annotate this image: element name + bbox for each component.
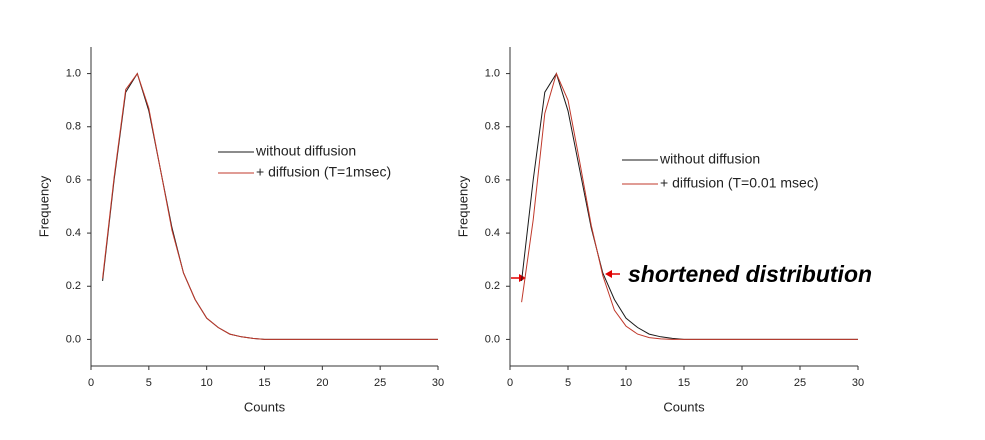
series-line (521, 72, 858, 340)
x-tick-label: 5 (565, 377, 571, 389)
arrow-head (519, 274, 526, 282)
x-tick-label: 20 (316, 377, 328, 389)
y-tick-label: 0.4 (485, 227, 500, 239)
series-line (102, 72, 438, 340)
y-tick-label: 0.8 (66, 121, 81, 133)
arrow-head (605, 270, 612, 278)
y-tick-label: 1.0 (66, 67, 81, 79)
x-tick-label: 15 (678, 377, 690, 389)
legend-label: + diffusion (T=0.01 msec) (660, 175, 818, 191)
legend-label: + diffusion (T=1msec) (256, 164, 391, 180)
legend-label: without diffusion (255, 143, 356, 159)
y-tick-label: 0.8 (485, 121, 500, 133)
x-tick-label: 10 (620, 377, 632, 389)
annotation: shortened distribution (628, 261, 872, 287)
series-line (102, 72, 438, 340)
x-axis-label: Counts (663, 399, 705, 414)
x-tick-label: 0 (88, 377, 94, 389)
y-tick-label: 0.4 (66, 227, 81, 239)
x-tick-label: 10 (201, 377, 213, 389)
y-tick-label: 0.0 (66, 333, 81, 345)
x-tick-label: 20 (736, 377, 748, 389)
y-tick-label: 0.6 (66, 174, 81, 186)
y-tick-label: 0.2 (66, 280, 81, 292)
x-tick-label: 30 (852, 377, 864, 389)
y-tick-label: 0.0 (485, 333, 500, 345)
arrows (511, 270, 620, 282)
y-tick-label: 0.6 (485, 174, 500, 186)
y-axis-label: Frequency (455, 175, 470, 237)
x-tick-label: 25 (374, 377, 386, 389)
y-tick-label: 0.2 (485, 280, 500, 292)
x-tick-label: 30 (432, 377, 444, 389)
x-tick-label: 25 (794, 377, 806, 389)
x-tick-label: 5 (146, 377, 152, 389)
x-axis-label: Counts (244, 399, 286, 414)
series-line (521, 72, 858, 340)
y-tick-label: 1.0 (485, 67, 500, 79)
x-tick-label: 0 (507, 377, 513, 389)
x-tick-label: 15 (258, 377, 270, 389)
y-axis-label: Frequency (36, 175, 51, 237)
legend-label: without diffusion (659, 151, 760, 167)
